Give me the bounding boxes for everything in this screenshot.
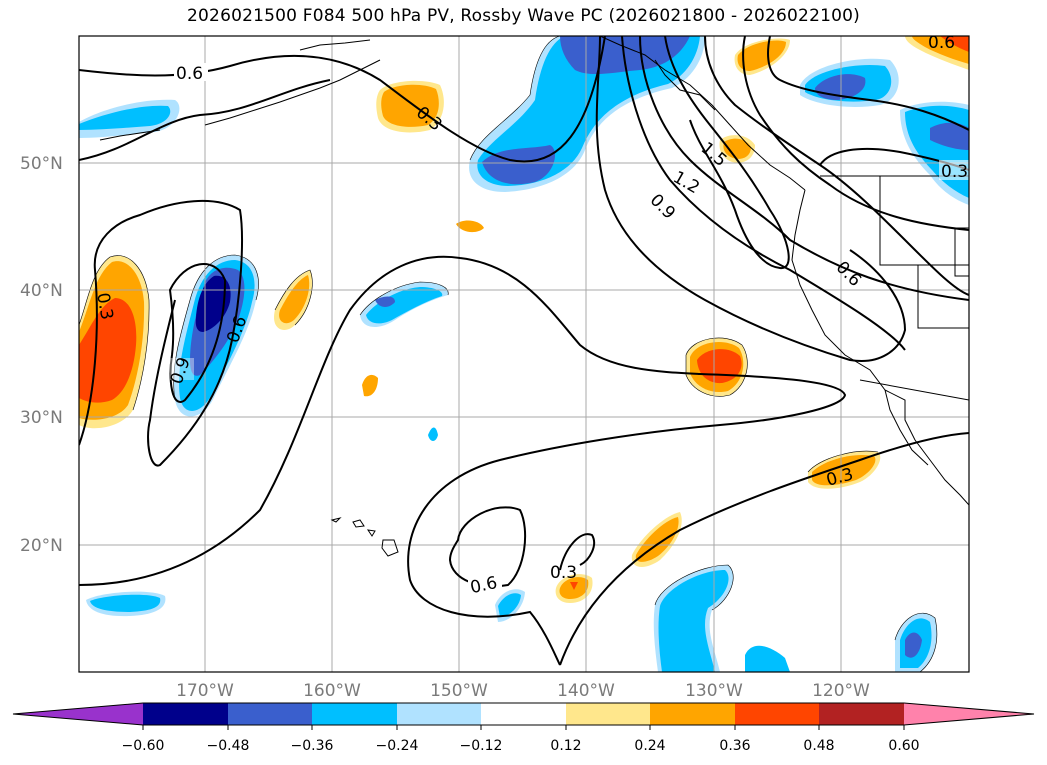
lat-labels: 50°N 40°N 30°N 20°N — [20, 154, 63, 556]
colorbar-extend-min — [13, 703, 143, 725]
colorbar-tick-label: −0.36 — [291, 738, 334, 754]
colorbar-ticks — [142, 725, 905, 730]
colorbar-segment — [735, 703, 819, 725]
lon-label-140w: 140°W — [557, 681, 615, 701]
shading-outlines — [79, 36, 938, 672]
contour-label: 0.3 — [941, 162, 968, 182]
colorbar-tick-label: 0.48 — [803, 738, 834, 754]
colorbar-tick-label: −0.48 — [207, 738, 250, 754]
contour-label: 0.3 — [550, 563, 577, 583]
colorbar-segment — [566, 703, 650, 725]
colorbar: −0.60 −0.48 −0.36 −0.24 −0.12 0.12 0.24 … — [12, 702, 1035, 754]
colorbar-segment — [650, 703, 735, 725]
lon-label-150w: 150°W — [430, 681, 488, 701]
lat-label-40n: 40°N — [20, 281, 63, 301]
hawaiian-islands — [330, 517, 399, 557]
colorbar-tick-label: −0.24 — [376, 738, 419, 754]
lon-label-170w: 170°W — [176, 681, 234, 701]
colorbar-tick-label: 0.24 — [634, 738, 665, 754]
map-title: 2026021500 F084 500 hPa PV, Rossby Wave … — [187, 6, 860, 26]
colorbar-segment — [228, 703, 312, 725]
lat-label-30n: 30°N — [20, 408, 63, 428]
colorbar-tick-label: 0.60 — [888, 738, 919, 754]
contour-label: 0.6 — [176, 64, 203, 84]
map-frame — [78, 35, 970, 673]
colorbar-tick-label: 0.12 — [550, 738, 581, 754]
colorbar-segment — [481, 703, 566, 725]
lon-label-120w: 120°W — [812, 681, 870, 701]
lon-label-160w: 160°W — [303, 681, 361, 701]
coastlines — [99, 36, 969, 506]
lat-label-20n: 20°N — [20, 536, 63, 556]
lon-labels: 170°W 160°W 150°W 140°W 130°W 120°W — [176, 681, 870, 701]
colorbar-tick-label: 0.36 — [719, 738, 750, 754]
colorbar-tick-label: −0.12 — [460, 738, 503, 754]
colorbar-segment — [819, 703, 904, 725]
colorbar-segment — [397, 703, 481, 725]
colorbar-tick-label: −0.60 — [122, 738, 165, 754]
lon-label-130w: 130°W — [685, 681, 743, 701]
contour-label: 0.6 — [928, 33, 955, 53]
pv-shading — [79, 36, 969, 672]
colorbar-segment — [143, 703, 228, 725]
colorbar-extend-max — [904, 703, 1034, 725]
lat-label-50n: 50°N — [20, 154, 63, 174]
colorbar-segment — [312, 703, 397, 725]
contour-label: 0.3 — [92, 291, 116, 321]
